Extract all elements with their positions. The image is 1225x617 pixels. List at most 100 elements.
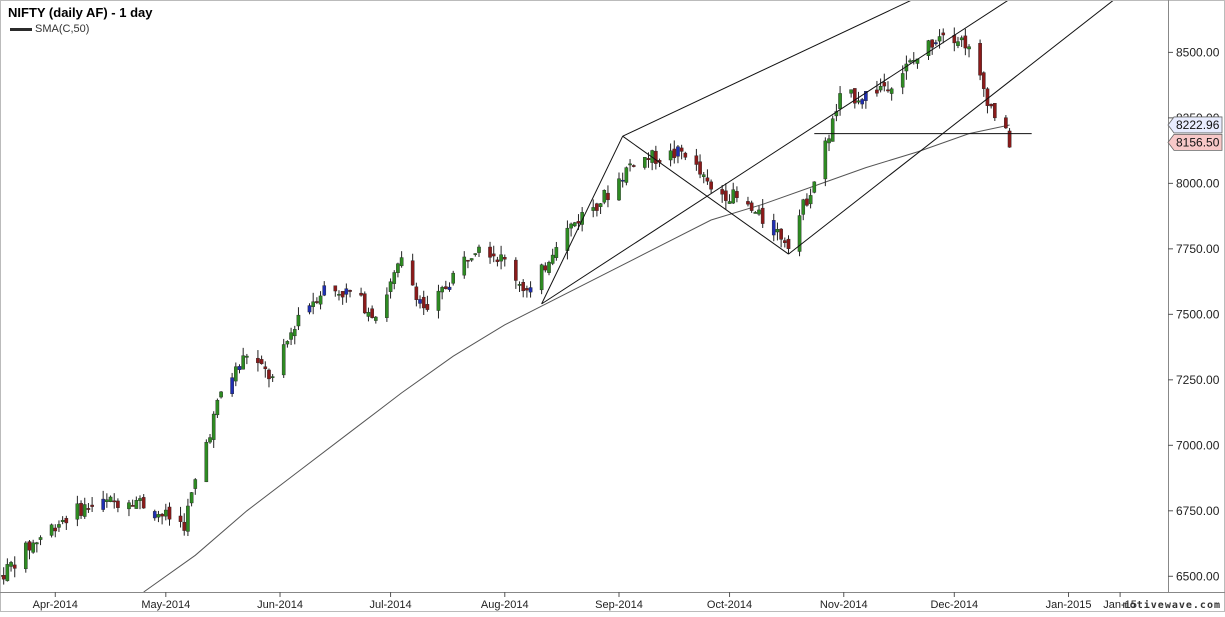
candle-body <box>499 254 503 262</box>
candle-body <box>385 294 389 318</box>
candle-body <box>528 287 533 293</box>
candle-body <box>219 391 223 398</box>
y-tick-label: 6500.00 <box>1176 569 1220 583</box>
candle-body <box>116 500 120 508</box>
candle-body <box>838 93 842 109</box>
candle-body <box>488 246 492 258</box>
value-label-layer: 8222.96 8156.50 <box>1167 116 1223 151</box>
candle-body <box>237 366 242 370</box>
candle-body <box>731 189 736 204</box>
trend-line <box>622 0 913 137</box>
candle-body <box>444 286 448 289</box>
candle-body <box>679 147 684 152</box>
candle-body <box>370 308 374 318</box>
candle-body <box>746 201 750 205</box>
candle-body <box>182 521 187 531</box>
x-tick-label: Jan-2015 <box>1046 599 1092 611</box>
candle-body <box>853 88 857 104</box>
legend-line-icon <box>10 27 32 31</box>
trend-line <box>788 0 1115 255</box>
candle-body <box>337 293 341 296</box>
candle-body <box>256 357 260 364</box>
candle-body <box>447 286 452 290</box>
candle-body <box>425 304 430 310</box>
candle-body <box>462 256 467 276</box>
value-label-box <box>1167 116 1223 134</box>
candle-body <box>12 564 17 569</box>
candle-body <box>193 479 198 489</box>
candle-body <box>60 519 65 522</box>
candle-body <box>569 223 573 229</box>
candle-body <box>941 32 946 36</box>
candle-body <box>208 437 212 443</box>
candle-body <box>105 499 109 502</box>
candle-body <box>440 287 444 293</box>
last-price-label: 8156.50 <box>1167 133 1223 151</box>
candle-body <box>392 272 397 284</box>
candle-body <box>414 286 419 300</box>
candle-body <box>1 575 6 580</box>
candle-body <box>388 281 393 292</box>
candle-body <box>989 103 993 107</box>
candle-body <box>683 152 688 158</box>
trend-line <box>622 135 789 255</box>
candle-body <box>322 285 327 296</box>
candle-body <box>993 103 997 119</box>
candle-body <box>878 86 883 91</box>
candle-body <box>572 222 577 227</box>
candle-body <box>797 215 802 252</box>
candle-body <box>757 209 761 215</box>
trendline-layer <box>541 0 1115 305</box>
candle-body <box>705 177 710 182</box>
candle-body <box>617 178 621 201</box>
candle-body <box>580 212 584 225</box>
candle-body <box>178 515 183 522</box>
candle-body <box>926 40 931 56</box>
candle-body <box>348 289 352 292</box>
candle-body <box>856 100 861 103</box>
candle-body <box>642 157 647 168</box>
candle-body <box>152 511 157 519</box>
candle-body <box>211 413 216 440</box>
x-tick-label: Aug-2014 <box>481 599 529 611</box>
candle-body <box>156 514 161 518</box>
candle-body <box>307 305 312 313</box>
candle-body <box>709 181 713 190</box>
candle-body <box>727 201 732 204</box>
candle-body <box>495 259 500 262</box>
candle-body <box>315 301 319 303</box>
candle-body <box>889 88 894 94</box>
candle-body <box>38 537 43 540</box>
candle-body <box>900 73 905 88</box>
candle-body <box>672 148 677 158</box>
candle-body <box>753 212 758 214</box>
candle-body <box>875 89 879 94</box>
candle-body <box>477 246 481 253</box>
candle-body <box>576 221 581 224</box>
candle-body <box>1004 117 1008 129</box>
candle-body <box>127 502 131 510</box>
y-tick-label: 8500.00 <box>1176 45 1220 59</box>
candle-body <box>134 500 139 509</box>
y-tick-label: 7000.00 <box>1176 438 1220 452</box>
candle-body <box>362 293 367 314</box>
candle-body <box>101 498 105 510</box>
candle-body <box>860 99 864 105</box>
candle-body <box>624 167 629 183</box>
candle-body <box>595 203 599 211</box>
watermark: motivewave.com <box>1122 600 1221 611</box>
candle-body <box>75 503 80 520</box>
x-tick-label: Jul-2014 <box>369 599 411 611</box>
candle-body <box>779 228 783 240</box>
candle-body <box>451 272 455 284</box>
candle-body <box>491 253 496 257</box>
candle-body <box>466 259 470 262</box>
y-tick-label: 8000.00 <box>1176 176 1220 190</box>
candle-body <box>241 355 245 370</box>
candle-body <box>525 288 529 291</box>
candle-body <box>340 291 345 298</box>
candle-body <box>539 264 544 291</box>
candle-body <box>5 564 10 582</box>
